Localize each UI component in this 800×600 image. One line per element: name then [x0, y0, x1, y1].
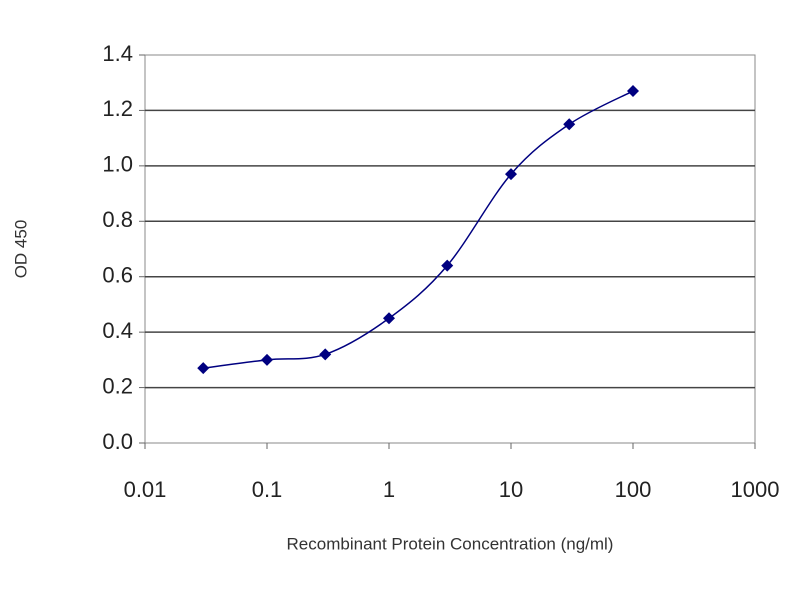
x-axis-label: Recombinant Protein Concentration (ng/ml…	[287, 534, 614, 553]
x-tick-label: 100	[615, 477, 652, 502]
plot-area	[144, 54, 756, 444]
data-point	[261, 353, 273, 366]
data-point	[383, 312, 395, 325]
y-tick-label: 0.4	[102, 318, 133, 343]
y-tick-label: 0.8	[102, 207, 133, 232]
data-point	[197, 362, 210, 375]
y-tick-label: 1.0	[102, 152, 133, 177]
data-point	[563, 118, 576, 131]
x-tick-label: 10	[499, 477, 523, 502]
x-tick-label: 1000	[731, 477, 780, 502]
y-tick-label: 1.4	[102, 41, 133, 66]
data-point	[627, 85, 639, 98]
y-tick-label: 0.2	[102, 373, 133, 398]
data-point	[441, 259, 454, 272]
x-tick-label: 0.1	[252, 477, 283, 502]
y-tick-label: 0.6	[102, 263, 133, 288]
y-axis-label: OD 450	[11, 220, 30, 279]
data-line	[203, 90, 634, 369]
x-tick-label: 1	[383, 477, 395, 502]
y-tick-label: 1.2	[102, 96, 133, 121]
data-point	[505, 168, 517, 181]
data-point	[319, 348, 332, 361]
y-tick-label: 0.0	[102, 429, 133, 454]
x-tick-label: 0.01	[124, 477, 167, 502]
